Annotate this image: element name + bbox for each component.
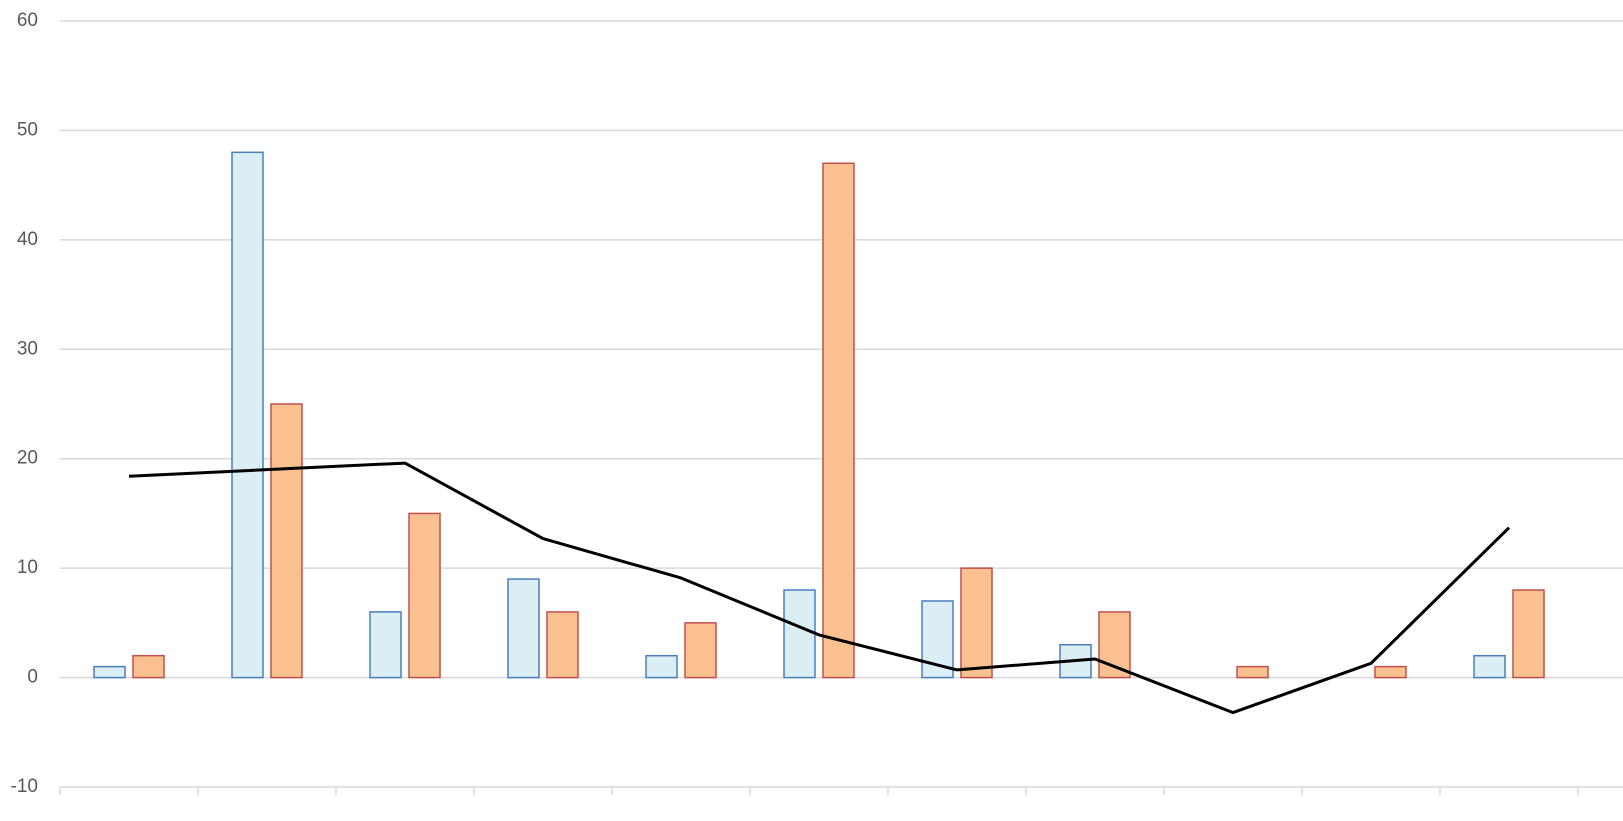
bar: [93, 665, 126, 679]
y-tick-label: 0: [27, 667, 38, 688]
y-tick-label: 40: [17, 229, 38, 250]
bar: [507, 578, 540, 679]
bar: [783, 589, 816, 679]
bar: [1512, 589, 1545, 679]
y-tick-label: 30: [17, 338, 38, 359]
bar: [369, 611, 402, 679]
y-tick-label: 60: [17, 10, 38, 31]
bar: [132, 654, 165, 679]
bar: [546, 611, 579, 679]
bar: [1473, 654, 1506, 679]
bar: [408, 512, 441, 679]
bar: [684, 622, 717, 679]
line: [128, 461, 1511, 715]
bar: [1236, 665, 1269, 679]
bar: [960, 567, 993, 679]
bar: [645, 654, 678, 679]
bar: [1374, 665, 1407, 679]
y-tick-label: -10: [11, 776, 38, 797]
y-tick-label: 20: [17, 448, 38, 469]
bar: [270, 403, 303, 679]
bar: [231, 151, 264, 679]
bar: [822, 162, 855, 679]
y-tick-label: 10: [17, 557, 38, 578]
y-tick-label: 50: [17, 119, 38, 140]
